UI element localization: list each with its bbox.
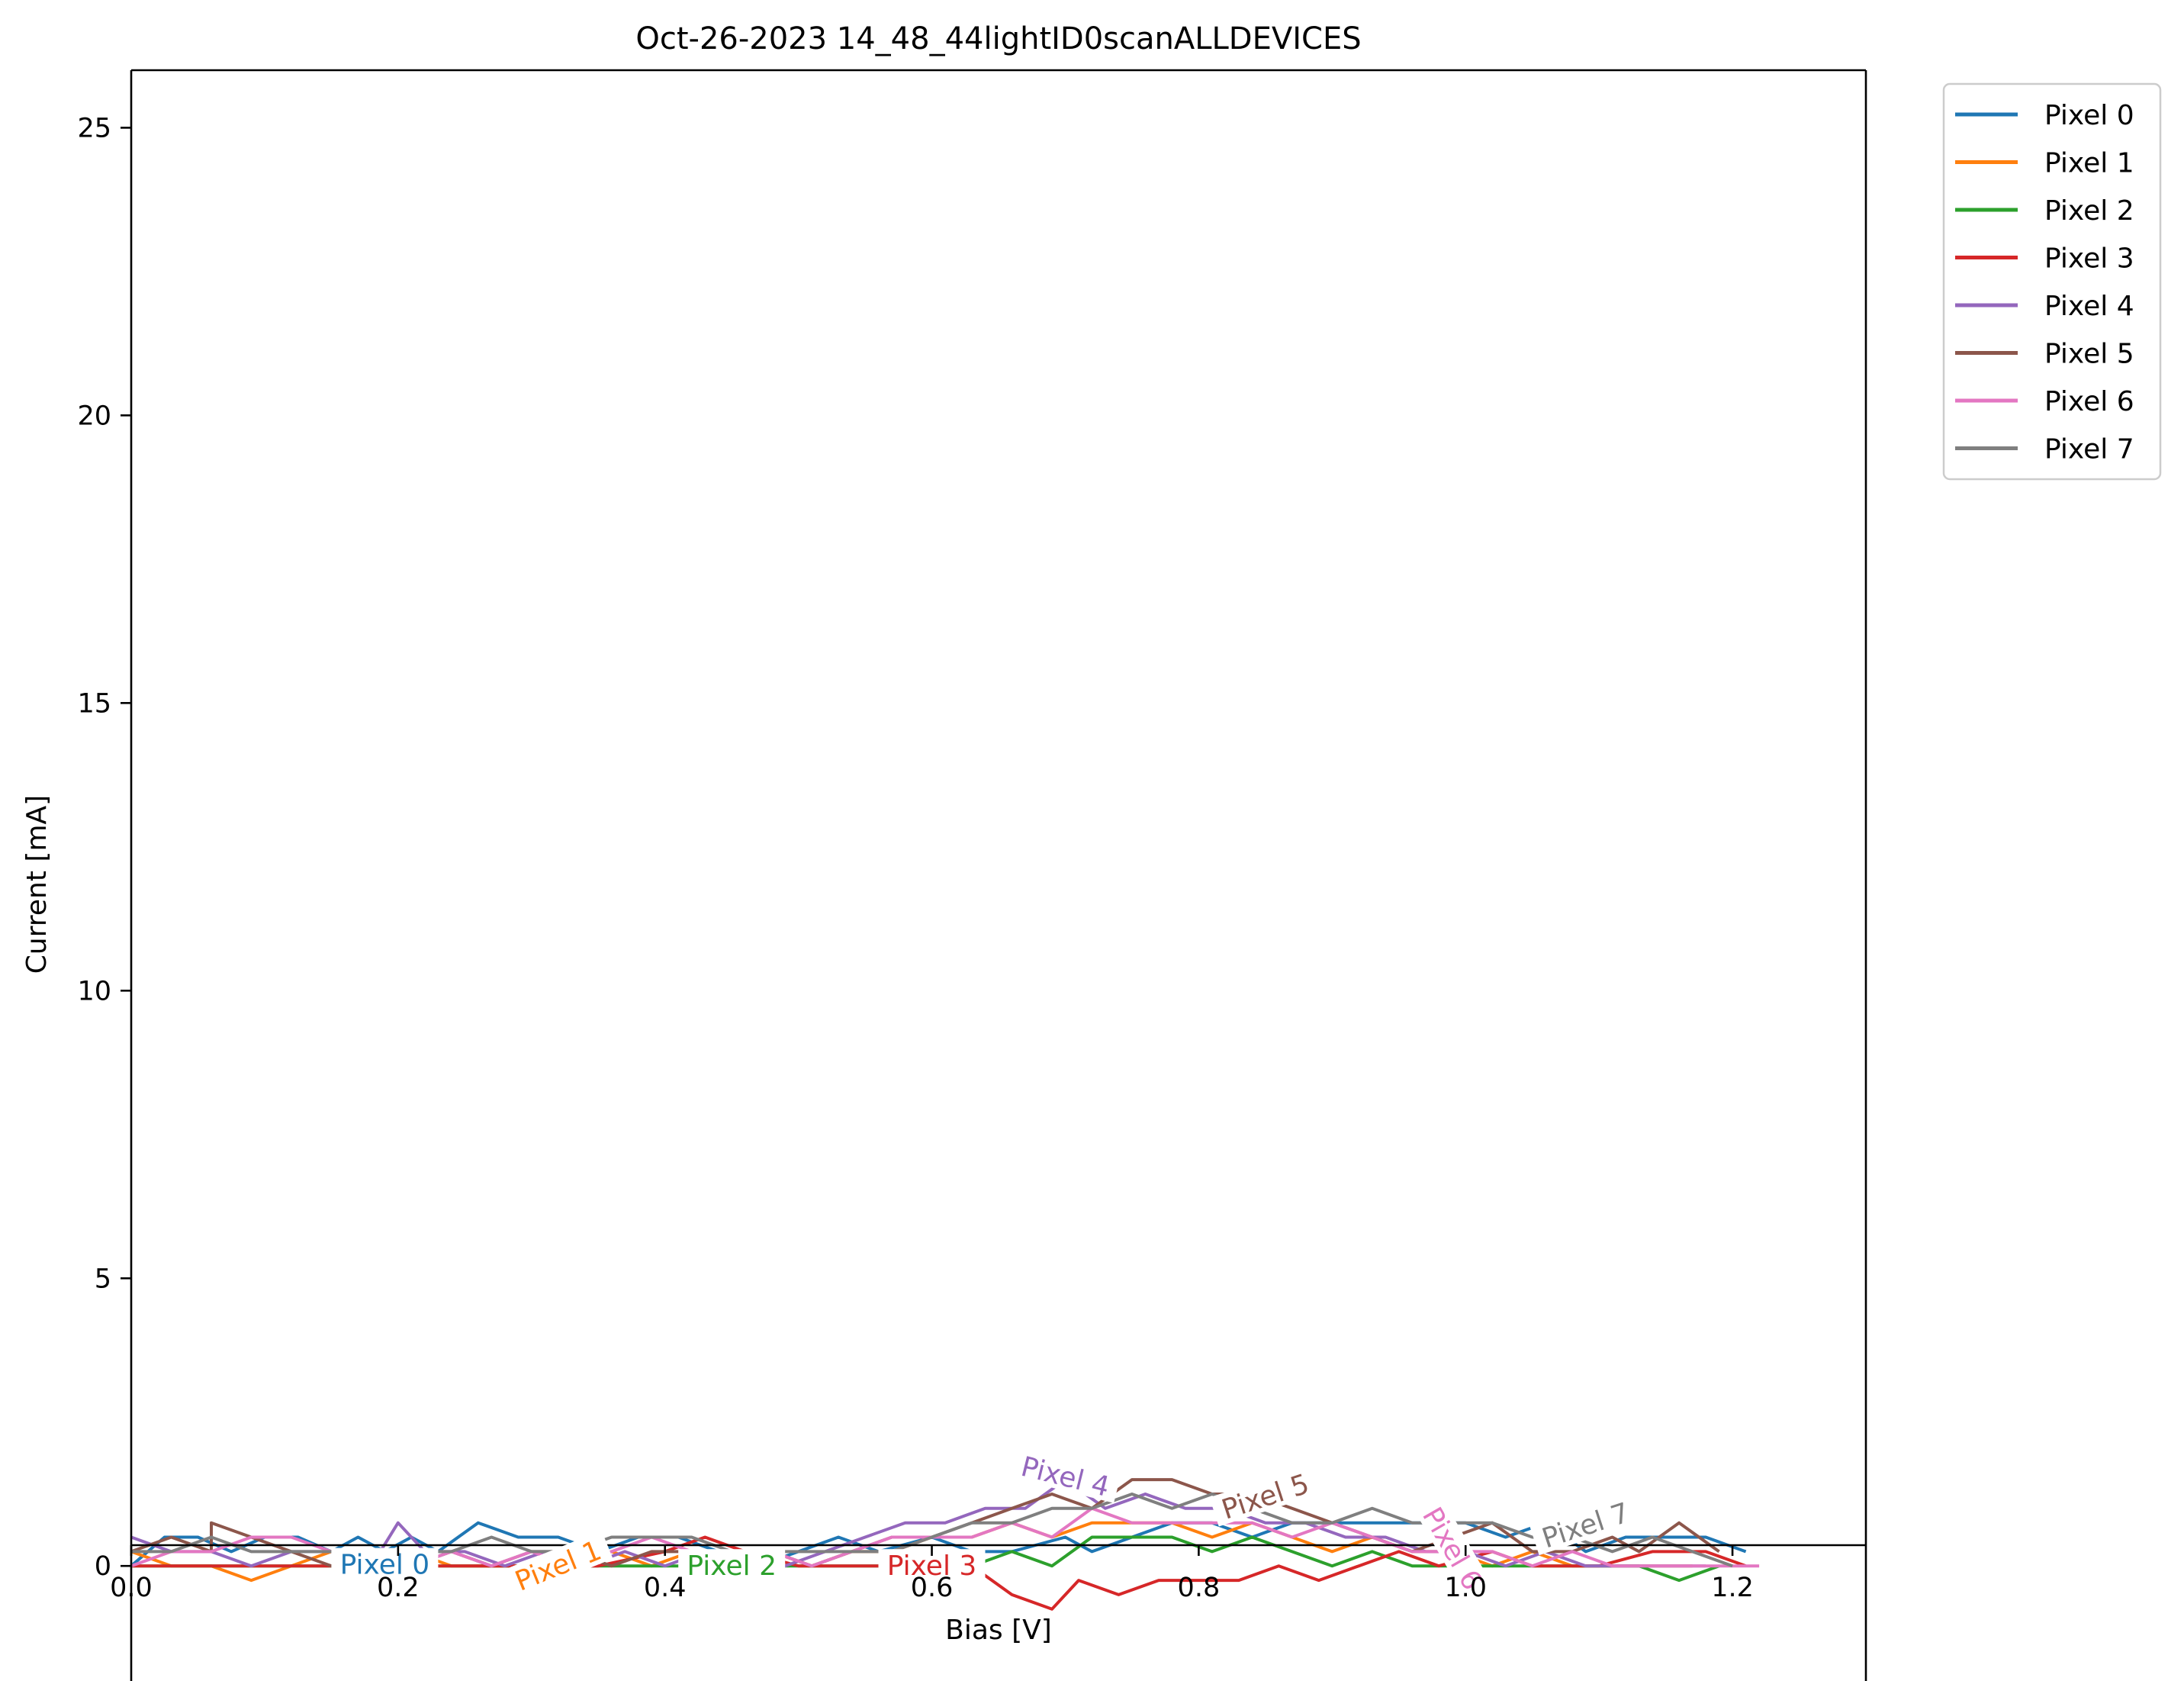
legend-label: Pixel 6 [2044,386,2134,417]
legend-label: Pixel 4 [2044,291,2134,322]
x-tick-label: 0.6 [911,1573,954,1603]
x-axis-label: Bias [V] [945,1615,1052,1646]
legend-label: Pixel 0 [2044,100,2134,131]
legend-label: Pixel 3 [2044,243,2134,275]
y-tick-label: 0 [95,1551,111,1582]
x-tick-label: 0.2 [377,1573,420,1603]
x-tick-label: 0.8 [1178,1573,1221,1603]
x-tick-label: 1.0 [1444,1573,1487,1603]
plot-area [131,70,1866,1681]
x-tick-label: 0.0 [110,1573,153,1603]
legend-label: Pixel 2 [2044,195,2134,227]
x-tick-label: 1.2 [1711,1573,1754,1603]
chart-title: Oct-26-2023 14_48_44lightID0scanALLDEVIC… [635,21,1361,56]
inline-label-text: Pixel 2 [687,1551,777,1582]
y-tick-label: 20 [77,401,111,431]
legend-frame [1944,84,2160,479]
y-tick-label: 15 [77,688,111,719]
y-tick-label: 25 [77,113,111,143]
y-tick-label: 5 [95,1264,111,1294]
legend-label: Pixel 1 [2044,148,2134,179]
legend-label: Pixel 7 [2044,434,2134,465]
y-axis-label: Current [mA] [21,795,53,974]
inline-label-pixel-2: Pixel 2 [678,1549,785,1582]
legend-label: Pixel 5 [2044,339,2134,370]
x-tick-label: 0.4 [644,1573,687,1603]
legend: Pixel 0 Pixel 1 Pixel 2 Pixel 3 Pixel 4 Pixel… [1944,84,2160,479]
y-tick-label: 10 [77,976,111,1006]
